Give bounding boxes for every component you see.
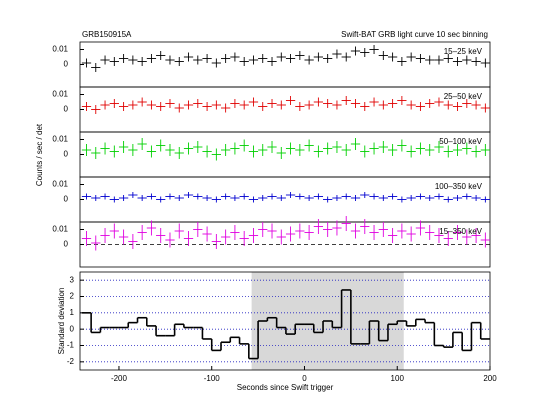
y-tick-label: 0 [64,195,69,204]
y-tick-label: 0.01 [52,135,68,144]
y-tick-label: -2 [67,357,75,366]
y-tick-label: 0.01 [52,90,68,99]
panel-frame [79,131,491,178]
y-tick-label: 0 [70,324,75,333]
legend-label: 25–50 keV [444,92,483,101]
x-tick-label: 200 [483,374,497,383]
y-tick-label: 0.01 [52,225,68,234]
panel-frame [79,86,491,133]
panel-frame [79,41,491,88]
header-right: Swift-BAT GRB light curve 10 sec binning [341,30,488,39]
y-tick-label: 0 [64,105,69,114]
legend-label: 15–25 keV [444,47,483,56]
legend-label: 50–100 keV [439,137,482,146]
header-left: GRB150915A [82,30,132,39]
y-tick-label: 0 [64,60,69,69]
y-tick-label: 3 [70,275,75,284]
x-axis-label: Seconds since Swift trigger [237,383,334,392]
x-tick-label: -200 [111,374,128,383]
y-tick-label: 0.01 [52,45,68,54]
legend-label: 15–350 keV [439,227,482,236]
panel-frame [79,176,491,223]
y-axis-label: Counts / sec / det [35,123,44,186]
x-tick-label: 100 [391,374,405,383]
y-axis-label: Standard deviation [57,288,66,355]
legend-label: 100–350 keV [435,182,483,191]
y-tick-label: 0.01 [52,180,68,189]
panel-frame [79,271,491,371]
x-tick-label: 0 [302,374,307,383]
y-tick-label: -1 [67,341,75,350]
y-tick-label: 0 [64,150,69,159]
y-tick-label: 2 [70,292,75,301]
y-tick-label: 0 [64,240,69,249]
y-tick-label: 1 [70,308,75,317]
x-tick-label: -100 [204,374,221,383]
